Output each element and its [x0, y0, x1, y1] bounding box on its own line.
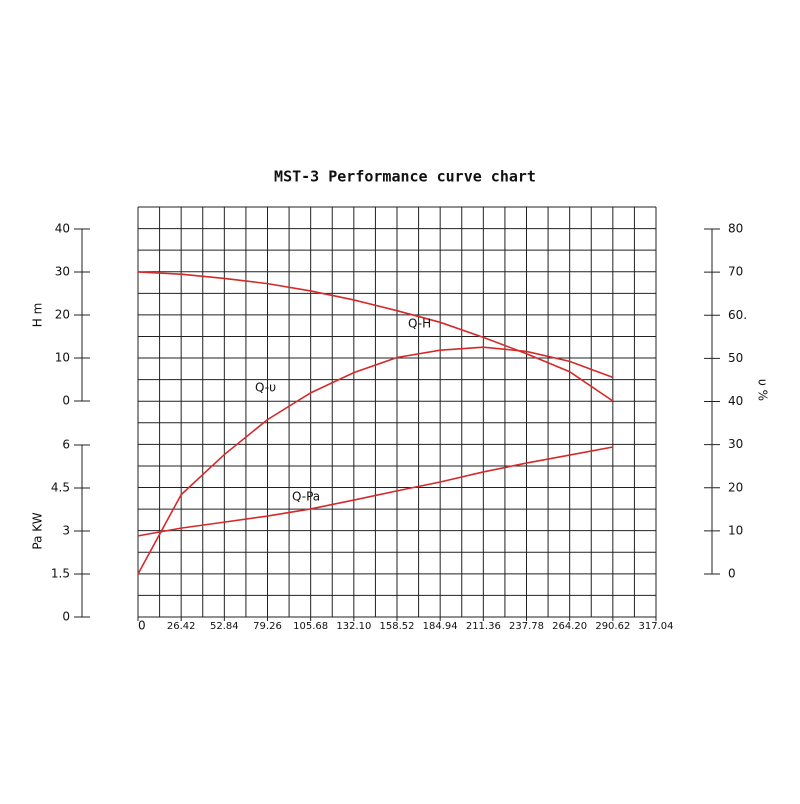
series-label: Q-Pa: [292, 490, 320, 504]
x-tick-label: 79.26: [253, 621, 282, 632]
y-tick-label: 20: [55, 308, 70, 322]
x-tick-label: 0: [138, 619, 146, 633]
y3-tick-label: 0: [62, 610, 70, 624]
x-tick-label: 132.10: [336, 621, 371, 632]
series-line: [137, 346, 614, 575]
y2-tick-label: 40: [728, 394, 743, 408]
y3-tick-label: 6: [62, 438, 70, 452]
y2-tick-label: 20: [728, 480, 743, 494]
y3-tick-label: 4.5: [51, 481, 70, 495]
x-tick-label: 317.04: [639, 621, 674, 632]
y2-tick-label: 0: [728, 567, 736, 581]
y2-tick-label: 30: [728, 437, 743, 451]
y2-tick-label: 60.: [728, 308, 747, 322]
x-tick-label: 290.62: [595, 621, 630, 632]
x-tick-label: 264.20: [552, 621, 587, 632]
y2-tick-label: 50: [728, 351, 743, 365]
x-tick-label: 52.84: [210, 621, 239, 632]
y2-tick-label: 80: [728, 222, 743, 236]
y2-tick-label: 10: [728, 523, 743, 537]
y2-axis-label: υ %: [756, 379, 770, 401]
series-line: [137, 271, 614, 402]
series-label: Q-υ: [255, 381, 276, 395]
x-tick-label: 237.78: [509, 621, 544, 632]
y-tick-label: 0: [62, 394, 70, 408]
x-tick-label: 184.94: [423, 621, 458, 632]
y3-tick-label: 3: [62, 524, 70, 538]
y-tick-label: 10: [55, 351, 70, 365]
y-axis-label: H m: [31, 303, 45, 328]
y-tick-label: 30: [55, 265, 70, 279]
y3-axis-label: Pa KW: [31, 512, 45, 549]
y2-tick-label: 70: [728, 265, 743, 279]
chart-title: MST-3 Performance curve chart: [274, 168, 536, 186]
x-tick-label: 105.68: [293, 621, 328, 632]
x-tick-label: 158.52: [380, 621, 415, 632]
y-tick-label: 40: [55, 222, 70, 236]
series-line: [137, 446, 613, 537]
x-tick-label: 211.36: [466, 621, 501, 632]
series-label: Q-H: [408, 317, 431, 331]
x-tick-label: 26.42: [167, 621, 196, 632]
y3-tick-label: 1.5: [51, 567, 70, 581]
